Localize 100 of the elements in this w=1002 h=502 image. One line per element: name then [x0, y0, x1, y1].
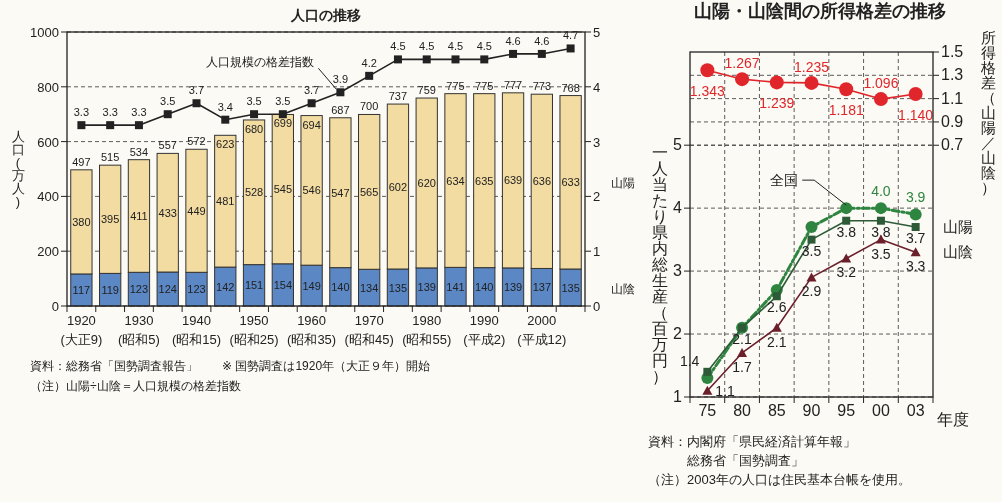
point	[735, 72, 750, 87]
data-label: 4.5	[419, 40, 435, 53]
data-label: 142	[216, 280, 235, 293]
chart-title: 山陽・山陰間の所得格差の推移	[694, 1, 946, 21]
data-label: 154	[273, 278, 293, 291]
total-label: 515	[100, 151, 120, 164]
chart-title: 人口の推移	[290, 7, 361, 23]
point	[250, 110, 259, 119]
total-label: 773	[532, 80, 552, 93]
data-label: 4.6	[505, 34, 521, 47]
y-tick-label: 1000	[30, 25, 59, 40]
x-tick-label: 1980 (昭和55)	[402, 313, 452, 347]
data-label: 3.7	[303, 84, 320, 97]
data-label: 3.7	[905, 230, 926, 247]
data-label: 545	[273, 183, 293, 196]
total-label: 737	[388, 90, 408, 103]
point	[840, 202, 853, 215]
y2-tick-label: 3	[593, 134, 601, 150]
point	[769, 75, 784, 90]
point	[771, 322, 782, 332]
point	[908, 86, 923, 101]
point	[365, 71, 374, 80]
total-label: 572	[187, 135, 206, 148]
total-label: 768	[561, 81, 580, 94]
point	[700, 63, 715, 78]
data-label: 139	[503, 280, 523, 293]
total-label: 699	[273, 117, 293, 130]
data-label: 602	[388, 180, 408, 193]
data-label: 620	[417, 176, 436, 189]
y-tick-label: 400	[37, 189, 59, 205]
point	[192, 99, 201, 108]
text: 全国	[770, 172, 799, 189]
data-label: 119	[101, 283, 119, 296]
data-label: 1.096	[863, 75, 899, 92]
x-tick-label: 1920 (大正9)	[60, 313, 103, 347]
data-label: 395	[100, 213, 120, 226]
y2-tick-label: 1	[593, 244, 601, 260]
data-label: 3.8	[871, 223, 891, 240]
point	[134, 121, 143, 130]
point	[77, 121, 86, 130]
y-tick-label: 600	[37, 134, 59, 150]
data-label: 1.239	[759, 95, 795, 112]
x-tick-label: 85	[767, 402, 786, 419]
data-label: 1.1	[715, 382, 736, 399]
data-label: 3.5	[160, 95, 176, 108]
text: 資料：内閣府「県民経済計算年報」	[648, 434, 856, 449]
data-label: 140	[331, 280, 350, 293]
y2-tick-label: 0	[593, 299, 601, 314]
point	[910, 247, 921, 257]
data-label: 3.3	[131, 106, 147, 119]
y-tick-label: 3	[673, 262, 683, 280]
x-tick-label: 1940 (昭和15)	[171, 313, 222, 347]
data-label: 411	[130, 209, 148, 222]
data-label: 140	[475, 280, 494, 293]
y-tick-label: 2	[673, 325, 683, 343]
data-label: 2.6	[767, 299, 787, 316]
total-label: 777	[503, 78, 523, 91]
point	[805, 221, 818, 234]
data-label: 481	[216, 195, 235, 208]
point	[537, 49, 546, 58]
x-tick-label: 1960 (昭和35)	[287, 313, 337, 347]
data-label: 141	[446, 280, 465, 293]
point	[221, 115, 230, 124]
data-label: 639	[503, 174, 523, 187]
y2-tick-label: 0.7	[941, 136, 964, 154]
x-tick-label: 95	[837, 402, 856, 419]
point	[873, 92, 888, 107]
x-tick-label: 90	[802, 402, 821, 419]
text: 山陽	[611, 176, 635, 191]
y-tick-label: 200	[37, 244, 59, 260]
point	[336, 88, 345, 97]
data-label: 3.9	[905, 189, 926, 206]
point	[909, 208, 922, 221]
total-label: 759	[417, 84, 436, 97]
point	[876, 216, 885, 225]
data-label: 3.3	[73, 106, 90, 119]
data-label: 123	[187, 283, 206, 296]
y2-tick-label: 1.5	[941, 43, 964, 60]
data-label: 546	[302, 184, 321, 197]
data-label: 4.5	[390, 40, 406, 53]
data-label: 3.4	[217, 100, 233, 113]
text: 人口規模の格差指数	[206, 55, 315, 70]
data-label: 3.3	[102, 106, 118, 119]
data-label: 123	[129, 283, 149, 296]
data-label: 4.7	[562, 29, 579, 42]
text: 山陰	[611, 281, 635, 296]
y-tick-label: 800	[37, 79, 59, 95]
data-label: 4.0	[871, 183, 891, 200]
data-label: 2.9	[801, 283, 822, 300]
point	[163, 110, 172, 119]
data-label: 4.5	[476, 40, 492, 53]
point	[703, 367, 712, 376]
data-label: 1.267	[724, 55, 760, 72]
x-tick-label: 00	[872, 402, 890, 419]
data-label: 139	[417, 280, 436, 293]
data-label: 3.5	[871, 245, 891, 262]
point	[393, 55, 402, 64]
data-label: 4.6	[534, 34, 550, 47]
total-label: 534	[129, 145, 149, 158]
point	[737, 347, 748, 357]
